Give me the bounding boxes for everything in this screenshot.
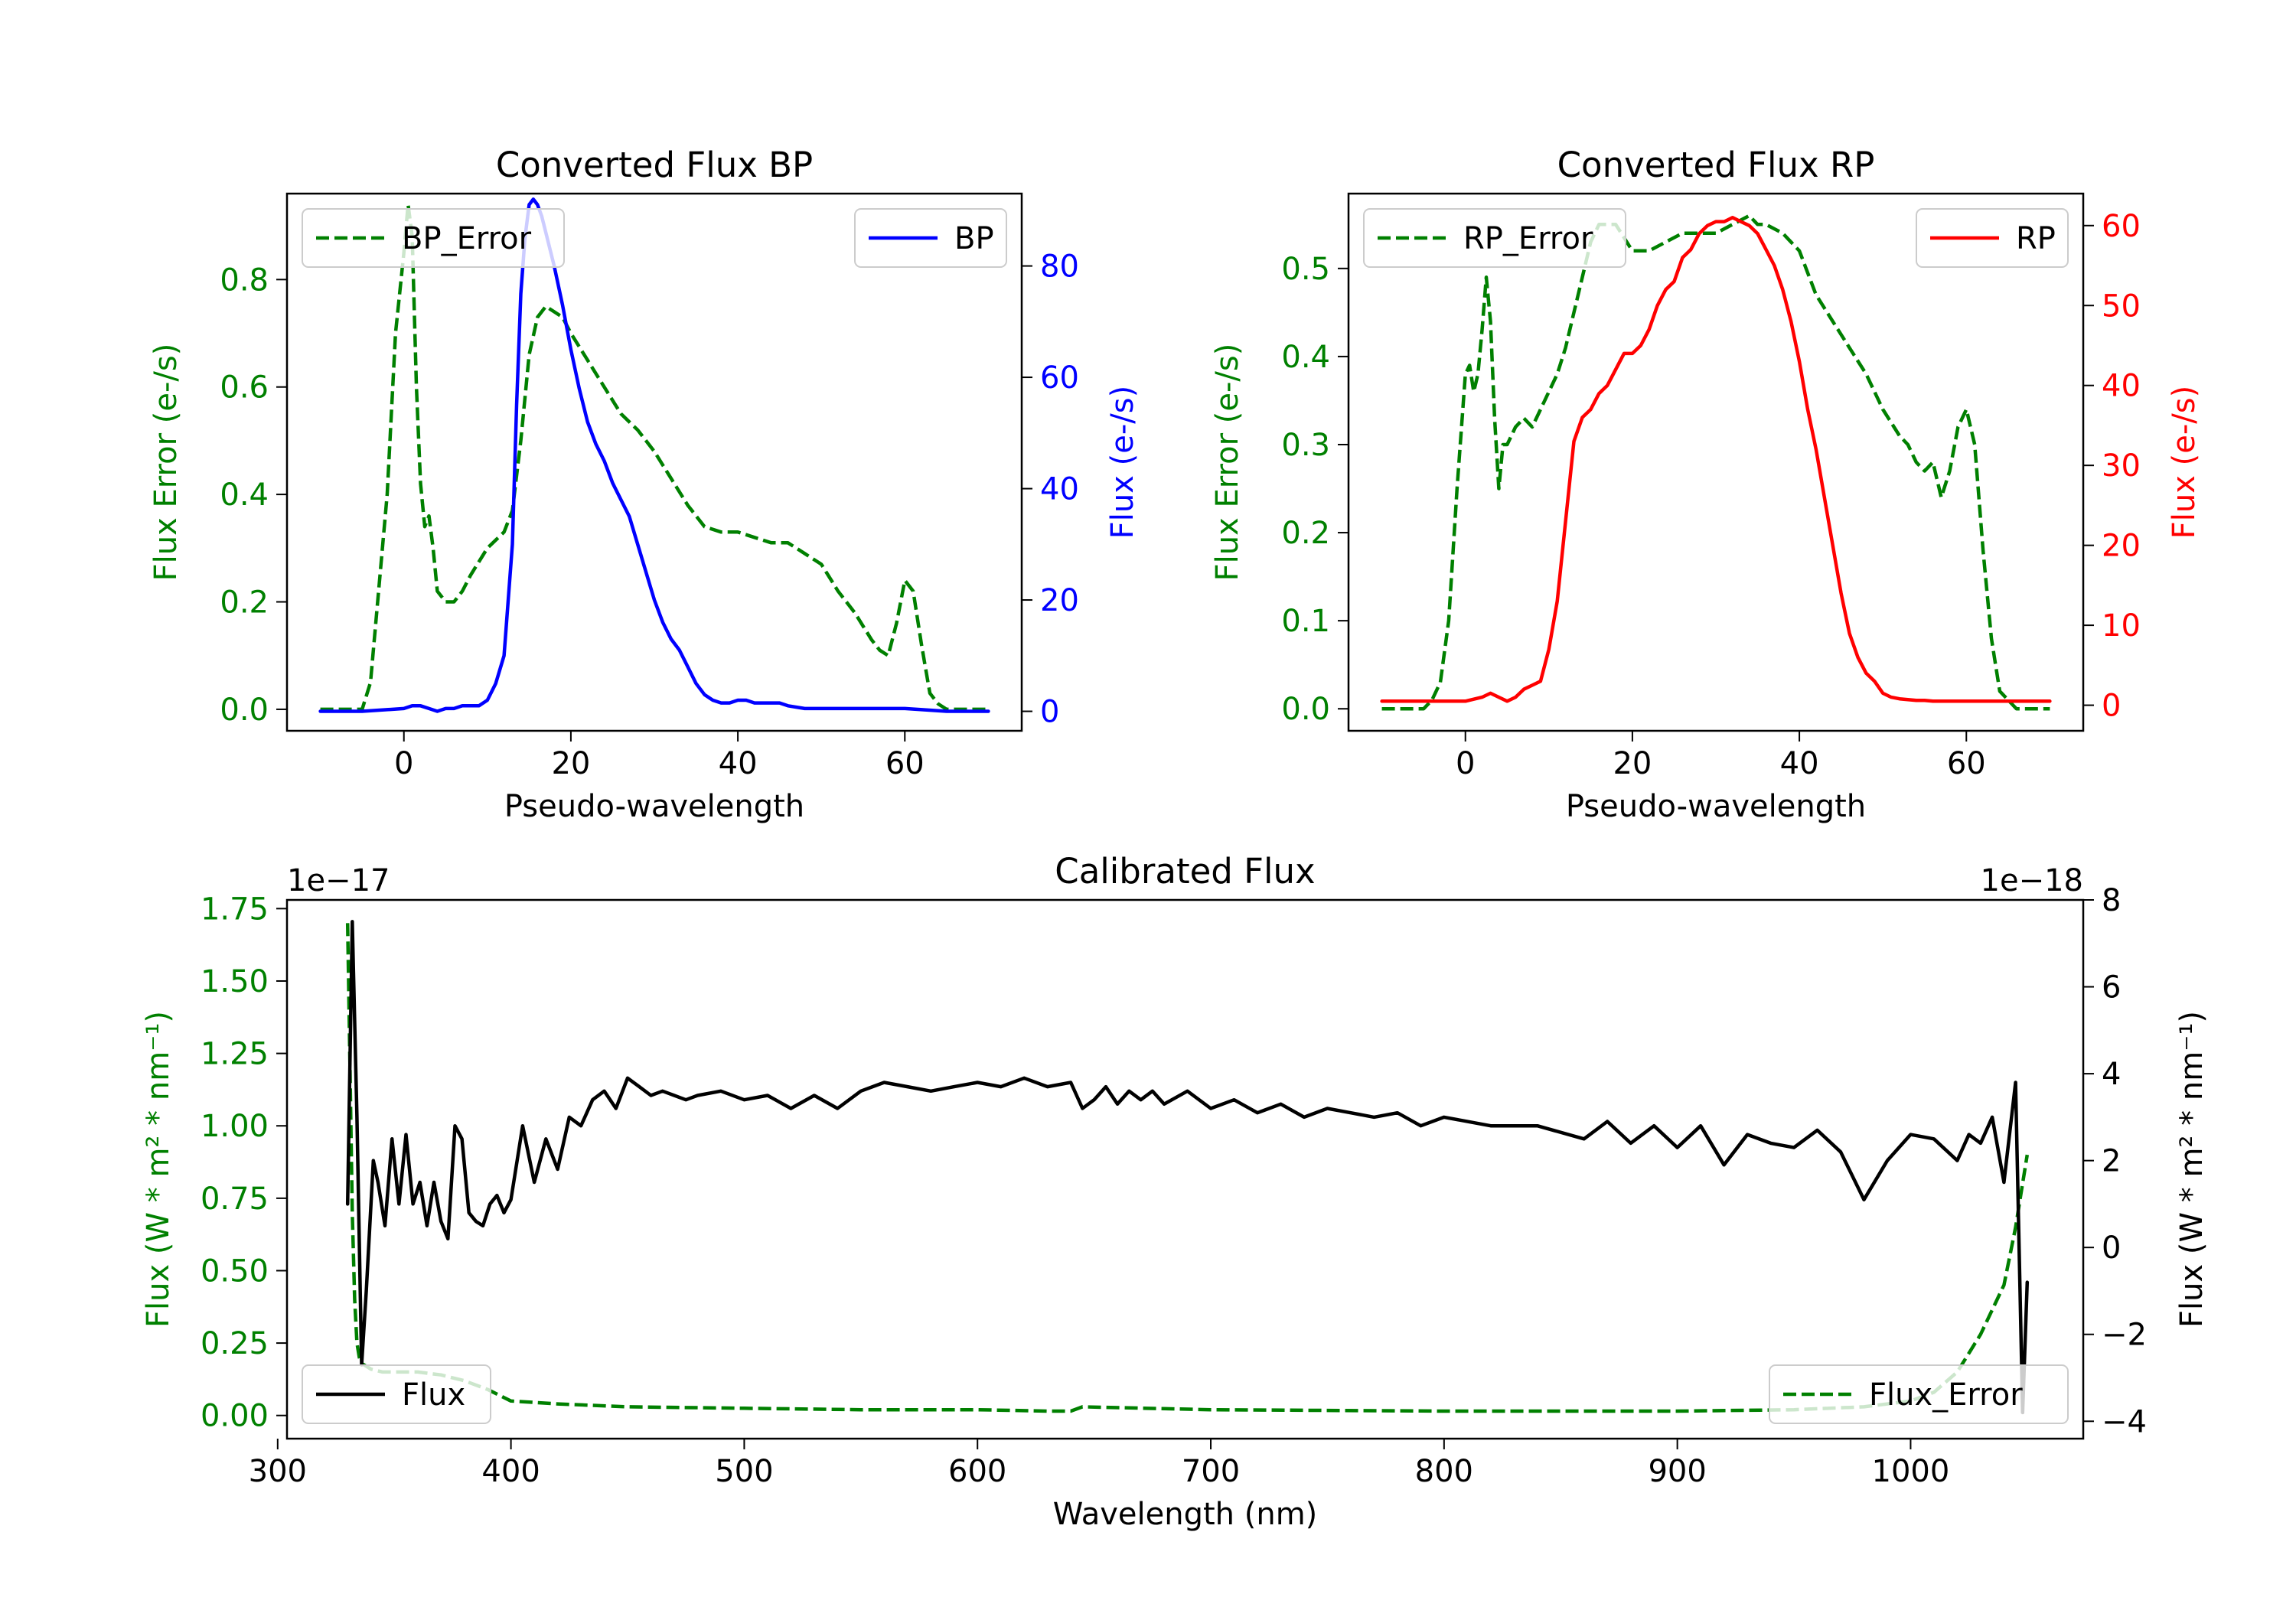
calibrated-plot-frame [285,898,2085,1440]
calibrated-x-tick-label: 600 [948,1454,1006,1489]
rp-plot-frame [1347,192,2085,732]
calibrated-x-tick-label: 700 [1182,1454,1240,1489]
calibrated-y-right-tick-label: 8 [2102,883,2121,918]
calibrated-offset-left: 1e−17 [287,863,390,898]
calibrated-y-left-tick-label: 1.50 [201,964,269,999]
bp-y-right-tick-label: 20 [1040,583,1079,618]
rp-y-left-tick-label: 0.4 [1281,340,1330,375]
rp-y-right-tick-label: 40 [2102,369,2141,404]
legend-label: RP_Error [1463,221,1593,256]
calibrated-y-right-tick-label: −2 [2102,1318,2147,1353]
bp-x-label: Pseudo-wavelength [504,789,804,824]
bp-y-left-tick-label: 0.8 [220,262,269,298]
rp-y-right-tick-label: 60 [2102,209,2141,244]
calibrated-x-tick-label: 900 [1648,1454,1706,1489]
bp-y-right-label: Flux (e-/s) [1105,386,1140,539]
calibrated-y-left-tick-label: 1.25 [201,1037,269,1072]
calibrated-chart: 300 400 500 600 700 800 900 1000 0.00 0.25 0.50 0.7… [141,851,2210,1532]
bp-chart: 0 20 40 60 0.0 0.2 0.4 0.6 0.8 0 20 40 60 80 Converted… [148,145,1140,824]
bp-x-tick-label: 60 [885,746,925,781]
calibrated-legend-flux: Flux [302,1364,491,1424]
calibrated-x-tick-label: 1000 [1872,1454,1950,1489]
bp-y-left-tick-label: 0.2 [220,585,269,621]
bp-x-tick-label: 40 [719,746,758,781]
calibrated-y-right-tick-label: 2 [2102,1144,2121,1179]
calibrated-y-left-tick-label: 0.00 [201,1399,269,1434]
calibrated-y-left-tick-label: 1.00 [201,1109,269,1144]
bp-y-right-tick-label: 40 [1040,472,1079,507]
bp-legend-bp-error: BP_Error [302,208,565,268]
rp-x-tick-label: 0 [1456,746,1475,781]
bp-x-tick-label: 20 [551,746,590,781]
rp-title: Converted Flux RP [1557,145,1875,185]
calibrated-y-right-tick-label: −4 [2102,1404,2147,1439]
bp-y-left-tick-label: 0.6 [220,370,269,406]
rp-y-right-label: Flux (e-/s) [2167,386,2202,539]
calibrated-y-right-tick-label: 6 [2102,970,2121,1006]
calibrated-x-tick-label: 500 [715,1454,773,1489]
rp-y-left-tick-label: 0.3 [1281,428,1330,463]
legend-box [302,1364,491,1424]
calibrated-y-right-tick-label: 4 [2102,1057,2121,1092]
rp-y-left-tick-label: 0.0 [1281,692,1330,727]
calibrated-title: Calibrated Flux [1055,851,1315,892]
bp-y-right-tick-label: 60 [1040,360,1079,396]
calibrated-y-right-tick-label: 0 [2102,1231,2121,1266]
bp-y-right-tick-label: 0 [1040,695,1059,730]
calibrated-x-label: Wavelength (nm) [1053,1497,1318,1532]
legend-box [302,208,565,268]
calibrated-series-flux-error [345,923,2030,1413]
legend-box [1769,1364,2069,1424]
calibrated-x-tick-label: 300 [249,1454,307,1489]
rp-x-tick-label: 20 [1613,746,1652,781]
legend-label: Flux_Error [1869,1377,2023,1413]
rp-y-left-tick-label: 0.1 [1281,604,1330,639]
calibrated-y-left-tick-label: 1.75 [201,892,269,927]
rp-y-left-label: Flux Error (e-/s) [1210,344,1245,582]
calibrated-x-tick-label: 800 [1415,1454,1473,1489]
rp-y-right-tick-label: 0 [2102,689,2121,724]
calibrated-y-left-tick-label: 0.25 [201,1326,269,1361]
rp-x-label: Pseudo-wavelength [1566,789,1866,824]
calibrated-legend-flux-error: Flux_Error [1769,1364,2069,1424]
rp-chart: 0 20 40 60 0.0 0.1 0.2 0.3 0.4 0.5 0 10 20 30 40 50 60 Co… [1210,145,2202,824]
legend-label: RP [2016,221,2056,256]
bp-x-tick-label: 0 [394,746,413,781]
legend-box [1363,208,1626,268]
legend-label: BP [954,221,994,256]
calibrated-y-left-label: Flux (W * m² * nm⁻¹) [141,1011,176,1328]
rp-y-left-tick-label: 0.2 [1281,516,1330,551]
calibrated-x-tick-label: 400 [481,1454,540,1489]
calibrated-y-right-label: Flux (W * m² * nm⁻¹) [2174,1011,2210,1328]
legend-label: BP_Error [402,221,532,256]
calibrated-y-left-tick-label: 0.50 [201,1253,269,1289]
rp-series-rp-error [1381,214,2050,711]
rp-y-right-tick-label: 30 [2102,448,2141,484]
bp-legend-bp: BP [854,208,1007,268]
calibrated-y-left-tick-label: 0.75 [201,1182,269,1217]
rp-legend-rp: RP [1916,208,2069,268]
calibrated-series-flux [345,920,2030,1415]
bp-y-left-label: Flux Error (e-/s) [148,344,184,582]
bp-series-bp [318,197,990,713]
rp-y-right-tick-label: 10 [2102,608,2141,644]
bp-plot-frame [285,192,1023,732]
bp-title: Converted Flux BP [496,145,813,185]
rp-y-right-tick-label: 50 [2102,288,2141,324]
bp-series-bp-error [320,202,989,712]
bp-y-left-tick-label: 0.4 [220,478,269,513]
rp-y-right-tick-label: 20 [2102,529,2141,564]
legend-label: Flux [402,1377,465,1413]
rp-y-left-tick-label: 0.5 [1281,252,1330,287]
rp-legend-rp-error: RP_Error [1363,208,1626,268]
rp-series-rp [1380,216,2052,703]
rp-x-tick-label: 40 [1780,746,1819,781]
calibrated-offset-right: 1e−18 [1981,863,2083,898]
bp-y-left-tick-label: 0.0 [220,693,269,728]
bp-y-right-tick-label: 80 [1040,249,1079,285]
rp-x-tick-label: 60 [1947,746,1986,781]
